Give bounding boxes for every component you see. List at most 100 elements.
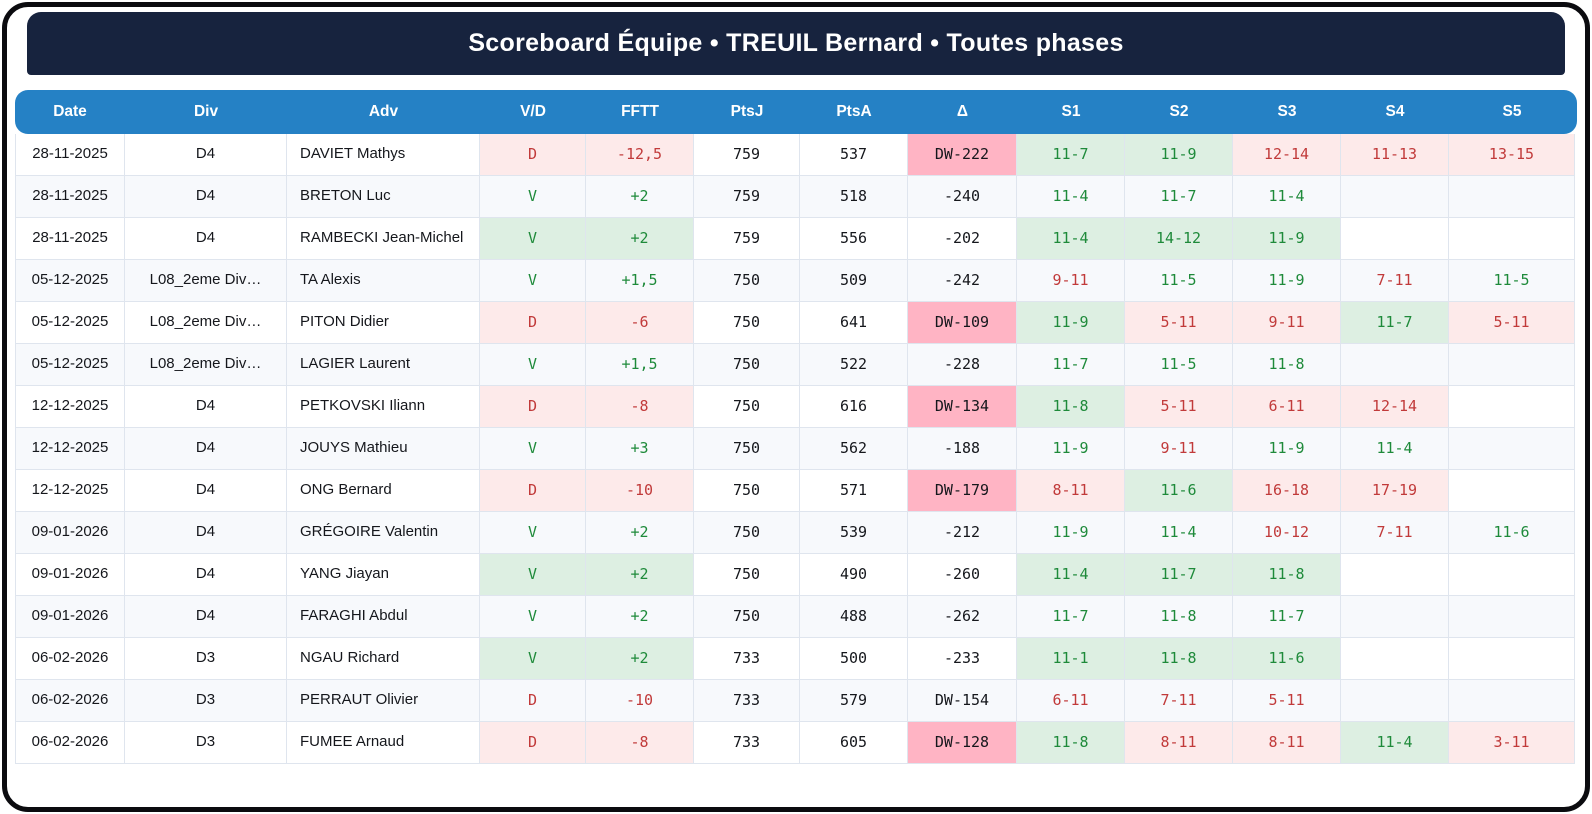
cell-adversary: PERRAUT Olivier bbox=[287, 680, 480, 722]
cell-division: D4 bbox=[125, 386, 287, 428]
cell-delta: -212 bbox=[908, 512, 1017, 554]
cell-set-s4: 11-4 bbox=[1341, 428, 1449, 470]
column-header-s3: S3 bbox=[1277, 103, 1297, 120]
cell-delta: -188 bbox=[908, 428, 1017, 470]
cell-fftt-points: +1,5 bbox=[586, 344, 694, 386]
column-header-adv: Adv bbox=[368, 103, 399, 120]
cell-date: 09-01-2026 bbox=[15, 596, 125, 638]
cell-win-loss: D bbox=[480, 134, 586, 176]
cell-set-s5 bbox=[1449, 218, 1575, 260]
cell-date: 28-11-2025 bbox=[15, 218, 125, 260]
cell-delta: -262 bbox=[908, 596, 1017, 638]
cell-player-points: 733 bbox=[694, 722, 800, 764]
cell-win-loss: V bbox=[480, 512, 586, 554]
cell-fftt-points: -8 bbox=[586, 386, 694, 428]
cell-player-points: 750 bbox=[694, 470, 800, 512]
cell-set-s2: 11-5 bbox=[1125, 344, 1233, 386]
cell-delta: -260 bbox=[908, 554, 1017, 596]
cell-delta: -233 bbox=[908, 638, 1017, 680]
cell-win-loss: V bbox=[480, 176, 586, 218]
cell-fftt-points: +2 bbox=[586, 176, 694, 218]
cell-set-s1: 11-4 bbox=[1017, 176, 1125, 218]
cell-set-s2: 8-11 bbox=[1125, 722, 1233, 764]
table-row: 12-12-2025 D4 PETKOVSKI Iliann D -8 750 616 DW-… bbox=[15, 386, 1579, 428]
cell-set-s5 bbox=[1449, 680, 1575, 722]
cell-date: 05-12-2025 bbox=[15, 302, 125, 344]
cell-date: 06-02-2026 bbox=[15, 638, 125, 680]
cell-fftt-points: -12,5 bbox=[586, 134, 694, 176]
cell-set-s2: 11-5 bbox=[1125, 260, 1233, 302]
cell-fftt-points: -10 bbox=[586, 470, 694, 512]
cell-adversary-points: 490 bbox=[800, 554, 908, 596]
cell-player-points: 750 bbox=[694, 428, 800, 470]
cell-set-s4 bbox=[1341, 680, 1449, 722]
cell-set-s4: 17-19 bbox=[1341, 470, 1449, 512]
cell-adversary-points: 616 bbox=[800, 386, 908, 428]
cell-set-s4 bbox=[1341, 176, 1449, 218]
cell-set-s2: 11-8 bbox=[1125, 596, 1233, 638]
cell-win-loss: V bbox=[480, 260, 586, 302]
cell-set-s1: 11-9 bbox=[1017, 512, 1125, 554]
cell-set-s3: 11-6 bbox=[1233, 638, 1341, 680]
cell-set-s5: 3-11 bbox=[1449, 722, 1575, 764]
cell-adversary: LAGIER Laurent bbox=[287, 344, 480, 386]
cell-player-points: 750 bbox=[694, 260, 800, 302]
table-row: 12-12-2025 D4 ONG Bernard D -10 750 571 DW-179 8… bbox=[15, 470, 1579, 512]
cell-set-s3: 11-4 bbox=[1233, 176, 1341, 218]
cell-set-s2: 9-11 bbox=[1125, 428, 1233, 470]
cell-set-s3: 11-8 bbox=[1233, 554, 1341, 596]
cell-set-s4: 11-4 bbox=[1341, 722, 1449, 764]
cell-set-s3: 12-14 bbox=[1233, 134, 1341, 176]
table-row: 28-11-2025 D4 RAMBECKI Jean-Michel V +2 759 55… bbox=[15, 218, 1579, 260]
cell-adversary-points: 509 bbox=[800, 260, 908, 302]
cell-player-points: 750 bbox=[694, 302, 800, 344]
cell-delta: DW-179 bbox=[908, 470, 1017, 512]
cell-set-s4: 7-11 bbox=[1341, 512, 1449, 554]
cell-adversary-points: 571 bbox=[800, 470, 908, 512]
cell-division: L08_2eme Div… bbox=[125, 344, 287, 386]
cell-set-s4 bbox=[1341, 554, 1449, 596]
cell-set-s1: 11-8 bbox=[1017, 722, 1125, 764]
cell-win-loss: D bbox=[480, 722, 586, 764]
title-bar: Scoreboard Équipe • TREUIL Bernard • Tou… bbox=[27, 12, 1565, 75]
cell-win-loss: V bbox=[480, 344, 586, 386]
table-row: 28-11-2025 D4 DAVIET Mathys D -12,5 759 537 DW-… bbox=[15, 134, 1579, 176]
column-header-date: Date bbox=[53, 103, 87, 120]
cell-set-s5 bbox=[1449, 428, 1575, 470]
table-row: 06-02-2026 D3 NGAU Richard V +2 733 500 -233 11-… bbox=[15, 638, 1579, 680]
cell-player-points: 759 bbox=[694, 176, 800, 218]
cell-set-s4 bbox=[1341, 596, 1449, 638]
cell-player-points: 733 bbox=[694, 638, 800, 680]
table-row: 09-01-2026 D4 FARAGHI Abdul V +2 750 488 -262 11… bbox=[15, 596, 1579, 638]
table-body: 28-11-2025 D4 DAVIET Mathys D -12,5 759 537 DW-… bbox=[15, 134, 1579, 764]
column-header-div: Div bbox=[193, 103, 219, 120]
cell-adversary-points: 500 bbox=[800, 638, 908, 680]
table-row: 28-11-2025 D4 BRETON Luc V +2 759 518 -240 11-4 1… bbox=[15, 176, 1579, 218]
cell-player-points: 750 bbox=[694, 512, 800, 554]
cell-win-loss: V bbox=[480, 596, 586, 638]
cell-set-s3: 11-7 bbox=[1233, 596, 1341, 638]
cell-adversary: FARAGHI Abdul bbox=[287, 596, 480, 638]
cell-adversary-points: 522 bbox=[800, 344, 908, 386]
cell-player-points: 759 bbox=[694, 218, 800, 260]
cell-set-s3: 6-11 bbox=[1233, 386, 1341, 428]
cell-date: 05-12-2025 bbox=[15, 260, 125, 302]
cell-adversary: DAVIET Mathys bbox=[287, 134, 480, 176]
cell-fftt-points: -6 bbox=[586, 302, 694, 344]
cell-delta: DW-222 bbox=[908, 134, 1017, 176]
cell-set-s2: 5-11 bbox=[1125, 386, 1233, 428]
cell-win-loss: V bbox=[480, 638, 586, 680]
cell-adversary: PITON Didier bbox=[287, 302, 480, 344]
cell-set-s3: 11-9 bbox=[1233, 428, 1341, 470]
column-header-s5: S5 bbox=[1502, 103, 1522, 120]
cell-set-s3: 16-18 bbox=[1233, 470, 1341, 512]
cell-division: L08_2eme Div… bbox=[125, 260, 287, 302]
cell-division: D4 bbox=[125, 134, 287, 176]
table-row: 05-12-2025 L08_2eme Div… LAGIER Laurent V +1… bbox=[15, 344, 1579, 386]
cell-division: D4 bbox=[125, 428, 287, 470]
cell-set-s1: 8-11 bbox=[1017, 470, 1125, 512]
cell-delta: DW-128 bbox=[908, 722, 1017, 764]
cell-adversary-points: 579 bbox=[800, 680, 908, 722]
cell-delta: -202 bbox=[908, 218, 1017, 260]
